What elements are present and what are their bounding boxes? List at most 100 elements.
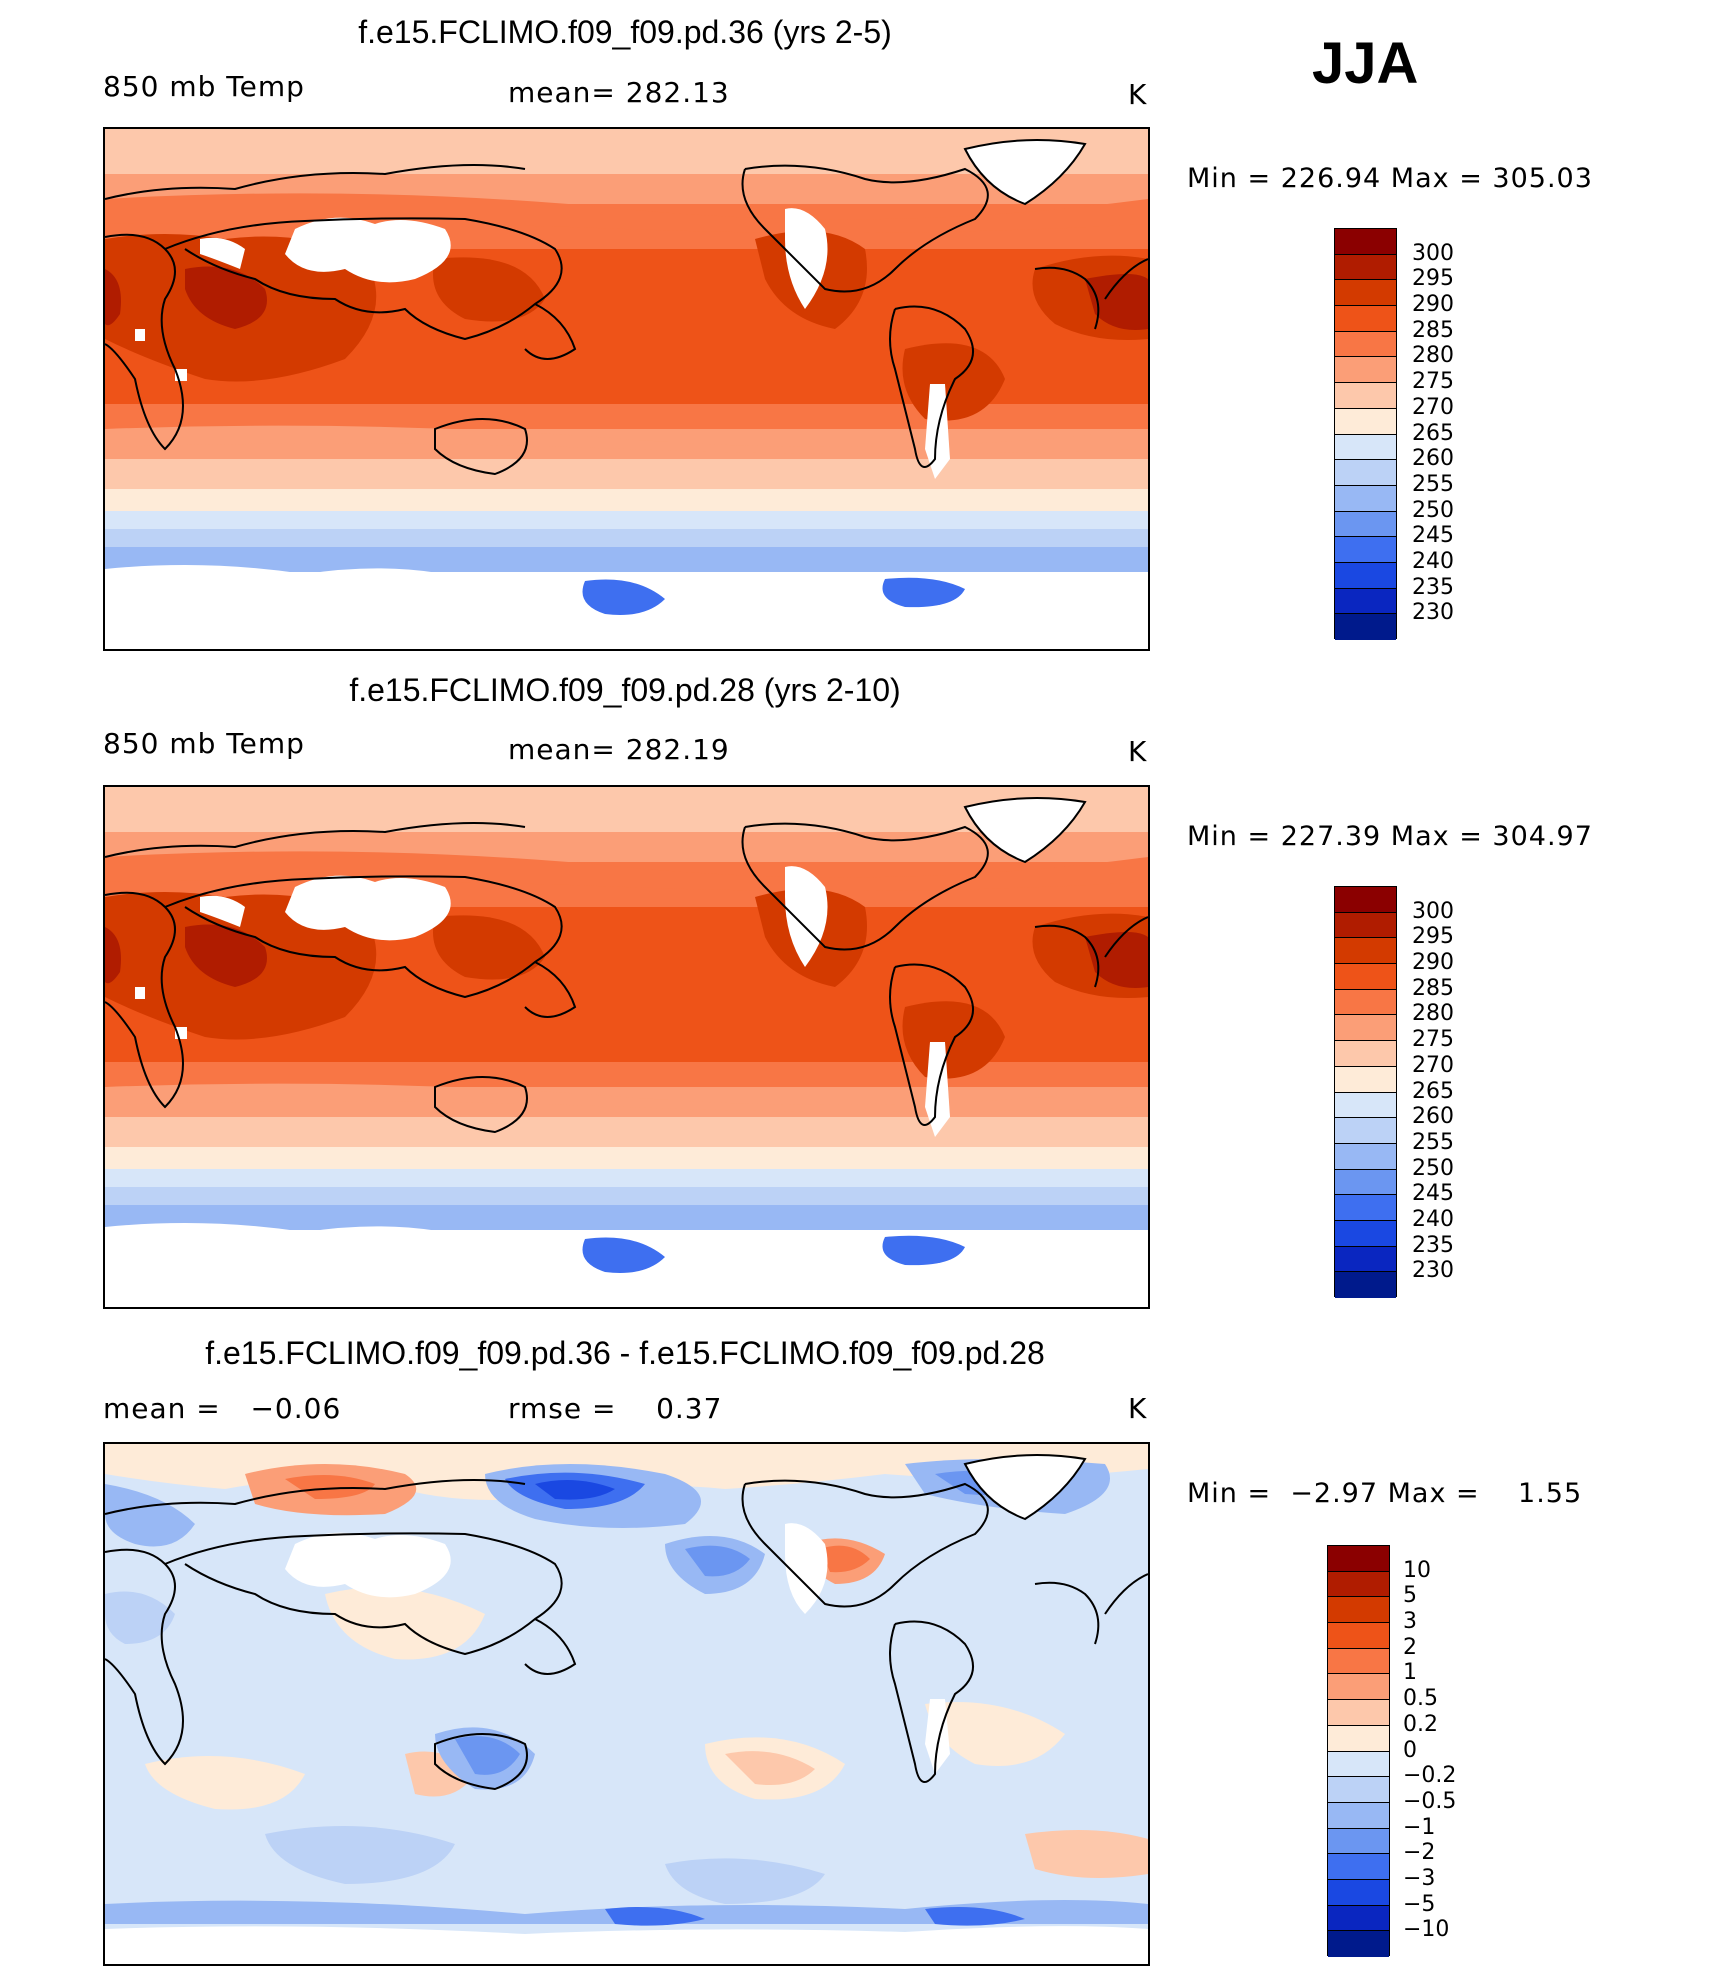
panel-3-map	[103, 1442, 1150, 1966]
colorbar-swatch	[1335, 989, 1396, 1016]
colorbar-tick-label: 270	[1412, 1052, 1454, 1078]
panel-1-map	[103, 127, 1150, 651]
colorbar-swatch	[1335, 408, 1396, 435]
colorbar-tick-label: 230	[1412, 1258, 1454, 1284]
colorbar-tick-label: 265	[1412, 1078, 1454, 1104]
panel-1-max-value: 305.03	[1492, 163, 1593, 194]
panel-1-max-label: Max	[1390, 163, 1450, 194]
panel-3-minmax: Min = −2.97 Max = 1.55	[1187, 1478, 1583, 1509]
colorbar-swatch	[1335, 1169, 1396, 1196]
colorbar-tick-label: −2	[1403, 1840, 1436, 1866]
panel-1-variable: 850 mb Temp	[103, 70, 305, 103]
colorbar-swatch	[1328, 1623, 1389, 1649]
colorbar-tick-label: 275	[1412, 1027, 1454, 1053]
colorbar-tick-label: 250	[1412, 1155, 1454, 1181]
colorbar-tick-label: 260	[1412, 1104, 1454, 1130]
colorbar-tick-label: 235	[1412, 1232, 1454, 1258]
panel-2-title: f.e15.FCLIMO.f09_f09.pd.28 (yrs 2-10)	[349, 672, 901, 708]
colorbar-tick-label: 300	[1412, 898, 1454, 924]
panel-2-colorbar-swatches	[1334, 886, 1397, 1298]
colorbar-tick-label: 290	[1412, 292, 1454, 318]
colorbar-swatch	[1335, 1246, 1396, 1273]
colorbar-swatch	[1328, 1648, 1389, 1675]
colorbar-swatch	[1328, 1854, 1389, 1880]
colorbar-swatch	[1335, 1143, 1396, 1170]
colorbar-swatch	[1335, 1015, 1396, 1042]
colorbar-swatch	[1335, 1195, 1396, 1221]
colorbar-tick-label: −0.2	[1403, 1763, 1457, 1789]
colorbar-swatch	[1335, 460, 1396, 486]
colorbar-tick-label: 0.2	[1403, 1711, 1438, 1737]
colorbar-tick-label: 255	[1412, 1129, 1454, 1155]
colorbar-swatch	[1328, 1546, 1389, 1572]
colorbar-tick-label: 245	[1412, 523, 1454, 549]
colorbar-tick-label: 250	[1412, 497, 1454, 523]
colorbar-swatch	[1328, 1905, 1389, 1932]
season-label: JJA	[1312, 31, 1419, 96]
colorbar-swatch	[1335, 588, 1396, 615]
colorbar-swatch	[1328, 1597, 1389, 1624]
colorbar-tick-label: 270	[1412, 394, 1454, 420]
panel-2-map	[103, 785, 1150, 1309]
colorbar-swatch	[1335, 383, 1396, 409]
panel-3-min-value: −2.97	[1290, 1478, 1379, 1509]
colorbar-swatch	[1328, 1725, 1389, 1752]
panel-1-min-value: 226.94	[1280, 163, 1382, 194]
colorbar-swatch	[1328, 1931, 1389, 1957]
colorbar-tick-label: 240	[1412, 1206, 1454, 1232]
colorbar-swatch	[1328, 1802, 1389, 1829]
colorbar-tick-label: 280	[1412, 1001, 1454, 1027]
colorbar-tick-label: −3	[1403, 1865, 1436, 1891]
panel-1-mean: mean= 282.13	[508, 76, 730, 109]
colorbar-tick-label: 240	[1412, 548, 1454, 574]
colorbar-swatch	[1328, 1777, 1389, 1803]
colorbar-swatch	[1335, 331, 1396, 358]
panel-2-min-value: 227.39	[1280, 821, 1382, 852]
panel-3-max-label: Max	[1387, 1478, 1447, 1509]
panel-1-min-label: Min	[1187, 163, 1238, 194]
colorbar-tick-label: 230	[1412, 600, 1454, 626]
colorbar-swatch	[1335, 1066, 1396, 1093]
colorbar-swatch	[1328, 1571, 1389, 1598]
colorbar-swatch	[1335, 306, 1396, 332]
colorbar-swatch	[1328, 1700, 1389, 1726]
colorbar-tick-label: 10	[1403, 1557, 1431, 1583]
colorbar-swatch	[1335, 964, 1396, 990]
colorbar-swatch	[1335, 1220, 1396, 1247]
panel-3-mean: mean = −0.06	[103, 1392, 342, 1425]
colorbar-tick-label: 285	[1412, 317, 1454, 343]
colorbar-tick-label: −10	[1403, 1917, 1450, 1943]
colorbar-tick-label: 260	[1412, 446, 1454, 472]
panel-2-units: K	[1128, 735, 1148, 768]
panel-2-mean: mean= 282.19	[508, 733, 730, 766]
colorbar-tick-label: −0.5	[1403, 1788, 1457, 1814]
panel-2-variable: 850 mb Temp	[103, 727, 305, 760]
colorbar-swatch	[1335, 614, 1396, 640]
panel-3-difference-field	[105, 1444, 1148, 1964]
panel-2-max-value: 304.97	[1492, 821, 1593, 852]
colorbar-tick-label: 3	[1403, 1609, 1417, 1635]
panel-3-max-value: 1.55	[1518, 1478, 1583, 1509]
colorbar-tick-label: −5	[1403, 1891, 1436, 1917]
panel-1-title: f.e15.FCLIMO.f09_f09.pd.36 (yrs 2-5)	[358, 14, 892, 50]
colorbar-tick-label: −1	[1403, 1814, 1436, 1840]
panel-1-minmax: Min = 226.94 Max = 305.03	[1187, 163, 1593, 194]
colorbar-swatch	[1335, 938, 1396, 965]
panel-2-temperature-field	[105, 787, 1148, 1307]
colorbar-tick-label: 300	[1412, 240, 1454, 266]
panel-3-min-label: Min	[1187, 1478, 1238, 1509]
colorbar-swatch	[1335, 254, 1396, 281]
colorbar-tick-label: 280	[1412, 343, 1454, 369]
panel-2-max-label: Max	[1390, 821, 1450, 852]
colorbar-swatch	[1328, 1879, 1389, 1906]
panel-1-temperature-field	[105, 129, 1148, 649]
colorbar-swatch	[1328, 1751, 1389, 1778]
colorbar-tick-label: 275	[1412, 369, 1454, 395]
colorbar-swatch	[1335, 537, 1396, 563]
colorbar-swatch	[1335, 280, 1396, 307]
colorbar-tick-label: 290	[1412, 950, 1454, 976]
colorbar-swatch	[1335, 562, 1396, 589]
panel-2-minmax: Min = 227.39 Max = 304.97	[1187, 821, 1593, 852]
colorbar-tick-label: 265	[1412, 420, 1454, 446]
colorbar-swatch	[1328, 1828, 1389, 1855]
